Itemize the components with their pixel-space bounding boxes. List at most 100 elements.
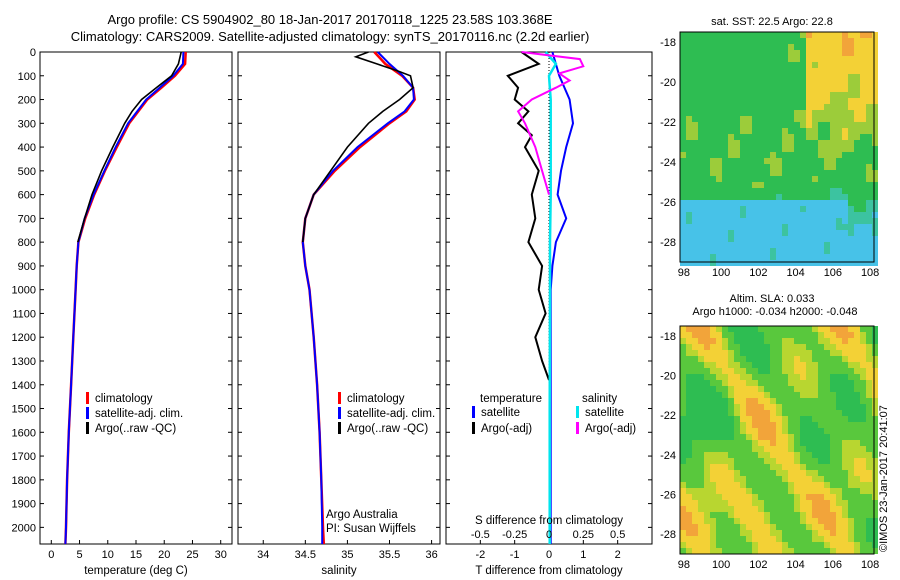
heatmap-cell (752, 386, 758, 392)
heatmap-cell (710, 218, 716, 224)
heatmap-cell (746, 128, 752, 134)
heatmap-cell (746, 428, 752, 434)
heatmap-cell (698, 350, 704, 356)
heatmap-cell (848, 98, 854, 104)
heatmap-cell (728, 242, 734, 248)
heatmap-cell (758, 446, 764, 452)
heatmap-cell (812, 458, 818, 464)
heatmap-cell (788, 416, 794, 422)
heatmap-cell (692, 164, 698, 170)
heatmap-cell (704, 230, 710, 236)
heatmap-cell (758, 524, 764, 530)
heatmap-cell (872, 116, 878, 122)
heatmap-cell (812, 104, 818, 110)
heatmap-cell (776, 524, 782, 530)
heatmap-cell (824, 404, 830, 410)
heatmap-cell (752, 194, 758, 200)
heatmap-cell (704, 98, 710, 104)
heatmap-cell (824, 248, 830, 254)
heatmap-cell (800, 50, 806, 56)
heatmap-cell (698, 176, 704, 182)
heatmap-cell (740, 464, 746, 470)
heatmap-cell (728, 236, 734, 242)
heatmap-cell (758, 98, 764, 104)
heatmap-cell (764, 140, 770, 146)
heatmap-cell (716, 482, 722, 488)
heatmap-cell (872, 110, 878, 116)
y-tick-label: 700 (18, 213, 36, 225)
heatmap-cell (854, 350, 860, 356)
heatmap-cell (812, 434, 818, 440)
heatmap-cell (818, 224, 824, 230)
heatmap-cell (866, 32, 872, 38)
heatmap-cell (824, 326, 830, 332)
heatmap-cell (704, 176, 710, 182)
y-tick-label: 600 (18, 190, 36, 202)
heatmap-cell (812, 188, 818, 194)
heatmap-cell (830, 212, 836, 218)
heatmap-cell (818, 200, 824, 206)
heatmap-cell (872, 494, 878, 500)
heatmap-cell (824, 536, 830, 542)
x-tick-label: 106 (824, 267, 842, 279)
heatmap-cell (698, 50, 704, 56)
heatmap-cell (752, 50, 758, 56)
legend-label: climatology (95, 393, 153, 405)
heatmap-cell (800, 176, 806, 182)
heatmap-cell (716, 146, 722, 152)
heatmap-cell (692, 98, 698, 104)
heatmap-cell (698, 548, 704, 554)
heatmap-cell (842, 116, 848, 122)
heatmap-cell (740, 116, 746, 122)
heatmap-cell (794, 458, 800, 464)
heatmap-cell (872, 368, 878, 374)
heatmap-cell (812, 170, 818, 176)
heatmap-cell (770, 536, 776, 542)
heatmap-cell (806, 116, 812, 122)
top-tick-label: -0.25 (502, 529, 527, 541)
heatmap-cell (848, 224, 854, 230)
heatmap-cell (710, 476, 716, 482)
heatmap-cell (722, 110, 728, 116)
heatmap-cell (704, 380, 710, 386)
heatmap-cell (800, 458, 806, 464)
heatmap-cell (758, 104, 764, 110)
heatmap-cell (818, 422, 824, 428)
heatmap-cell (698, 260, 704, 266)
heatmap-cell (788, 350, 794, 356)
heatmap-cell (836, 230, 842, 236)
heatmap-cell (680, 452, 686, 458)
heatmap-cell (836, 464, 842, 470)
heatmap-cell (704, 536, 710, 542)
heatmap-cell (710, 164, 716, 170)
heatmap-cell (770, 56, 776, 62)
heatmap-cell (830, 116, 836, 122)
heatmap-cell (854, 524, 860, 530)
heatmap-cell (848, 362, 854, 368)
heatmap-cell (776, 344, 782, 350)
heatmap-cell (794, 464, 800, 470)
heatmap-cell (746, 476, 752, 482)
heatmap-cell (752, 260, 758, 266)
heatmap-cell (806, 56, 812, 62)
heatmap-cell (788, 176, 794, 182)
heatmap-cell (788, 404, 794, 410)
heatmap-cell (716, 428, 722, 434)
heatmap-cell (800, 488, 806, 494)
heatmap-frame (679, 31, 875, 263)
heatmap-cell (704, 338, 710, 344)
heatmap-cell (860, 140, 866, 146)
heatmap-cell (776, 194, 782, 200)
heatmap-cell (848, 410, 854, 416)
heatmap-cell (764, 224, 770, 230)
heatmap-cell (716, 524, 722, 530)
heatmap-cell (758, 152, 764, 158)
heatmap-cell (758, 200, 764, 206)
heatmap-cell (866, 530, 872, 536)
heatmap-cell (872, 74, 878, 80)
heatmap-cell (782, 422, 788, 428)
heatmap-cell (854, 212, 860, 218)
heatmap-cell (782, 428, 788, 434)
heatmap-cell (716, 446, 722, 452)
heatmap-cell (830, 44, 836, 50)
